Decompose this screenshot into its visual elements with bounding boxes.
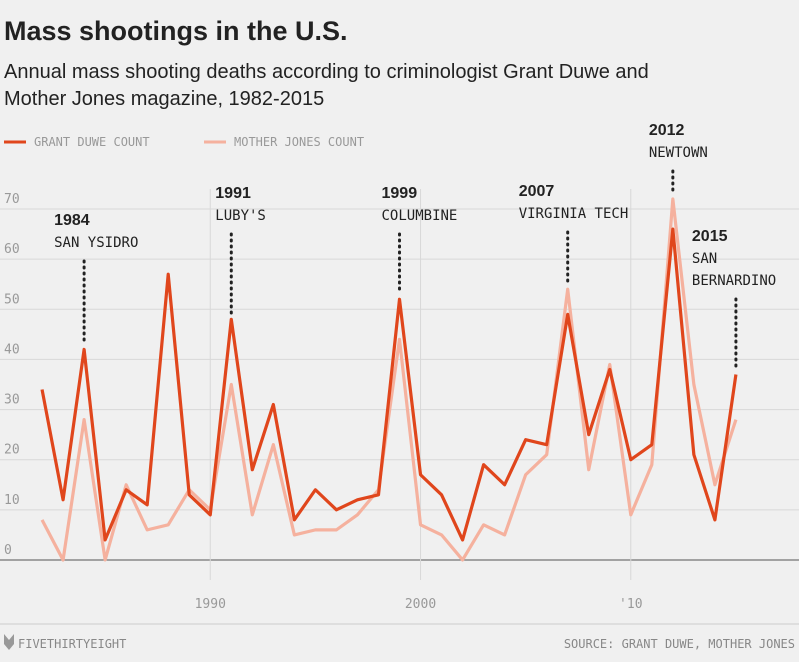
y-tick-label: 60 <box>4 242 20 257</box>
y-tick-label: 10 <box>4 493 20 508</box>
annotation-year: 2012 <box>649 122 685 139</box>
annotation-year: 1999 <box>382 185 418 202</box>
y-tick-label: 70 <box>4 192 20 207</box>
annotation-text: SAN YSIDRO <box>54 235 138 251</box>
y-tick-label: 40 <box>4 342 20 357</box>
annotation-text: VIRGINIA TECH <box>519 206 629 222</box>
y-tick-label: 20 <box>4 443 20 458</box>
annotation-text: LUBY'S <box>215 208 266 224</box>
x-tick-label: '10 <box>619 597 642 612</box>
y-tick-label: 50 <box>4 292 20 307</box>
annotation-text: COLUMBINE <box>382 208 458 224</box>
annotation-year: 2015 <box>692 228 728 245</box>
series-line <box>40 197 738 562</box>
series-line <box>40 227 738 542</box>
x-tick-label: 2000 <box>405 597 436 612</box>
chart-title: Mass shootings in the U.S. <box>4 16 348 46</box>
footer-brand: FIVETHIRTYEIGHT <box>18 637 126 651</box>
annotation-year: 2007 <box>519 183 555 200</box>
annotation-year: 1984 <box>54 212 90 229</box>
chart-subtitle: Annual mass shooting deaths according to… <box>4 61 649 83</box>
chart-subtitle: Mother Jones magazine, 1982-2015 <box>4 88 324 110</box>
brand-logo <box>4 634 14 650</box>
footer-source: SOURCE: GRANT DUWE, MOTHER JONES <box>564 637 795 651</box>
annotation-text: NEWTOWN <box>649 145 708 161</box>
annotation-text: BERNARDINO <box>692 273 776 289</box>
annotation-year: 1991 <box>215 185 251 202</box>
y-tick-label: 30 <box>4 393 20 408</box>
annotation-text: SAN <box>692 251 717 267</box>
x-tick-label: 1990 <box>195 597 226 612</box>
legend-label: GRANT DUWE COUNT <box>34 135 150 149</box>
legend-label: MOTHER JONES COUNT <box>234 135 364 149</box>
y-tick-label: 0 <box>4 543 12 558</box>
